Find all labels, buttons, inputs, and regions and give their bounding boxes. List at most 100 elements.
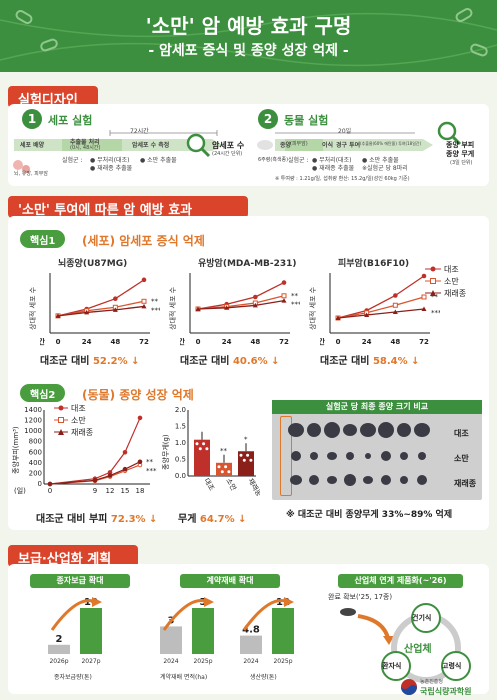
significance-mark: *** bbox=[146, 467, 157, 475]
x-axis-label: 시간 bbox=[40, 337, 45, 346]
y-tick-label: 0.0 bbox=[175, 472, 186, 480]
bar bbox=[80, 608, 102, 654]
data-point bbox=[421, 306, 427, 311]
cell-step1: 세포 배양 bbox=[20, 142, 45, 149]
contract-title: 계약재배 확대 bbox=[180, 574, 280, 588]
cell-vs-label: 대조군 대비 40.6% ↓ bbox=[180, 356, 280, 367]
data-point bbox=[421, 273, 427, 279]
significance-mark: ** bbox=[151, 297, 159, 305]
effect-banner: '소만' 투여에 따른 암 예방 효과 bbox=[8, 196, 248, 218]
linked-node-1: 건기식 bbox=[412, 614, 432, 622]
bar-value: 2 bbox=[56, 634, 63, 645]
y-tick-label: 0 bbox=[38, 480, 42, 488]
cell-group-1: ● 무처리(대조) bbox=[90, 157, 130, 164]
vol-legend: 대조 소만 재래종 bbox=[54, 402, 93, 438]
data-point bbox=[364, 312, 370, 317]
series-line bbox=[197, 282, 285, 310]
x-tick-label: 0 bbox=[48, 487, 52, 495]
data-point bbox=[421, 294, 427, 300]
x-tick-label: 소만 bbox=[224, 477, 239, 493]
government-emblem-icon bbox=[401, 679, 417, 695]
photo-note: ※ 대조군 대비 종양무게 33%~89% 억제 bbox=[286, 510, 453, 520]
x-tick-label: 재래종 bbox=[246, 477, 260, 499]
x-axis-label: (일) bbox=[14, 486, 26, 495]
bar bbox=[272, 608, 294, 654]
bar-value: 10 bbox=[84, 597, 98, 608]
y-tick-label: 800 bbox=[29, 438, 42, 446]
x-tick-label: 72 bbox=[419, 338, 429, 346]
page-subtitle: - 암세포 증식 및 종양 성장 억제 - bbox=[148, 43, 349, 59]
key2-text: (동물) 종양 성장 억제 bbox=[82, 388, 194, 402]
significance-mark: ** bbox=[291, 292, 299, 300]
x-tick-label: 72 bbox=[279, 338, 289, 346]
data-point bbox=[84, 309, 90, 315]
animal-days: 20일 bbox=[338, 128, 352, 135]
data-point bbox=[47, 481, 53, 487]
significance-mark: ** bbox=[220, 447, 228, 455]
trend-arrow-head bbox=[92, 597, 102, 607]
bar bbox=[194, 439, 210, 476]
tumor-volume-chart: 0 200 400 600 800 1000 1200 1400 0 9 12 15 18 (일) 종양부피… bbox=[11, 406, 157, 495]
industry-banner: 보급·산업화 계획 bbox=[8, 545, 138, 567]
cell-timeline bbox=[13, 130, 222, 173]
cell-line-chart: 0 24 48 72 시간 ***** bbox=[40, 273, 160, 346]
bar-category: 2027p bbox=[81, 658, 100, 665]
series-line bbox=[337, 296, 425, 319]
y-tick-label: 200 bbox=[29, 469, 42, 477]
animal-group-3: ● 재래종 추출물 bbox=[312, 165, 355, 172]
animal-step3-sub: (추출물(60% 에탄올) 투여(18일간) bbox=[360, 141, 422, 146]
data-point bbox=[253, 294, 258, 300]
photo-row-native: 재래종 bbox=[454, 479, 477, 488]
data-point bbox=[141, 298, 147, 304]
x-tick-label: 18 bbox=[136, 487, 145, 495]
bar bbox=[160, 626, 182, 654]
tumor-samples bbox=[288, 422, 430, 486]
bar bbox=[240, 635, 262, 654]
x-tick-label: 24 bbox=[82, 338, 92, 346]
industry-cycle-diagram bbox=[340, 603, 471, 683]
x-tick-label: 0 bbox=[336, 338, 341, 346]
data-point bbox=[281, 298, 287, 303]
wt-vs-label: 무게 64.7% ↓ bbox=[178, 514, 247, 525]
x-axis-label: 시간 bbox=[320, 337, 325, 346]
linked-note: 완료 확보('25, 17종) bbox=[328, 593, 393, 601]
hero-header: '소만' 암 예방 효과 구명 - 암세포 증식 및 종양 성장 억제 - bbox=[0, 0, 497, 72]
significance-mark: *** bbox=[431, 309, 440, 317]
data-point bbox=[252, 302, 258, 308]
x-axis-label: 시간 bbox=[180, 337, 185, 346]
bar bbox=[216, 462, 232, 476]
cell-chart-ylabel: 상대적 세포 수 bbox=[169, 286, 177, 330]
bar-value: 12 bbox=[276, 597, 290, 608]
significance-mark: *** bbox=[151, 306, 160, 314]
data-point bbox=[195, 306, 201, 311]
x-tick-label: 24 bbox=[222, 338, 232, 346]
bar bbox=[238, 451, 254, 476]
data-point bbox=[122, 466, 128, 472]
cell-num-badge: 1 bbox=[22, 109, 42, 129]
data-point bbox=[141, 303, 147, 309]
data-point bbox=[92, 478, 98, 483]
cell-step2-sub: (0시, 48시간) bbox=[70, 145, 101, 151]
cell-cancer-types: 뇌, 유방, 피부암 bbox=[14, 171, 48, 177]
animal-step3: 경구 투여 bbox=[336, 142, 361, 149]
linked-node-3: 고령식 bbox=[442, 662, 462, 670]
contract-caption-2: 생산량(톤) bbox=[250, 674, 277, 681]
data-point bbox=[335, 315, 341, 320]
animal-mice: 6주령(흑색종) bbox=[258, 157, 289, 163]
animal-group-2: ● 소만 추출물 bbox=[362, 157, 399, 164]
significance-mark: ** bbox=[431, 293, 439, 301]
x-tick-label: 72 bbox=[139, 338, 149, 346]
data-point bbox=[107, 473, 113, 478]
legend-item-native: 재래종 bbox=[54, 426, 93, 438]
data-point bbox=[112, 307, 118, 312]
y-tick-label: 1200 bbox=[24, 417, 42, 425]
legend-item-native: 재래종 bbox=[425, 287, 466, 299]
cell-chart-title: 피부암(B16F10) bbox=[338, 259, 410, 269]
cell-chart-title: 뇌종양(U87MG) bbox=[58, 259, 128, 269]
bar bbox=[192, 608, 214, 654]
y-tick-label: 1.0 bbox=[175, 439, 186, 447]
photo-row-soman: 소만 bbox=[454, 454, 469, 463]
trend-arrow-head bbox=[284, 597, 294, 607]
data-point bbox=[122, 449, 128, 455]
